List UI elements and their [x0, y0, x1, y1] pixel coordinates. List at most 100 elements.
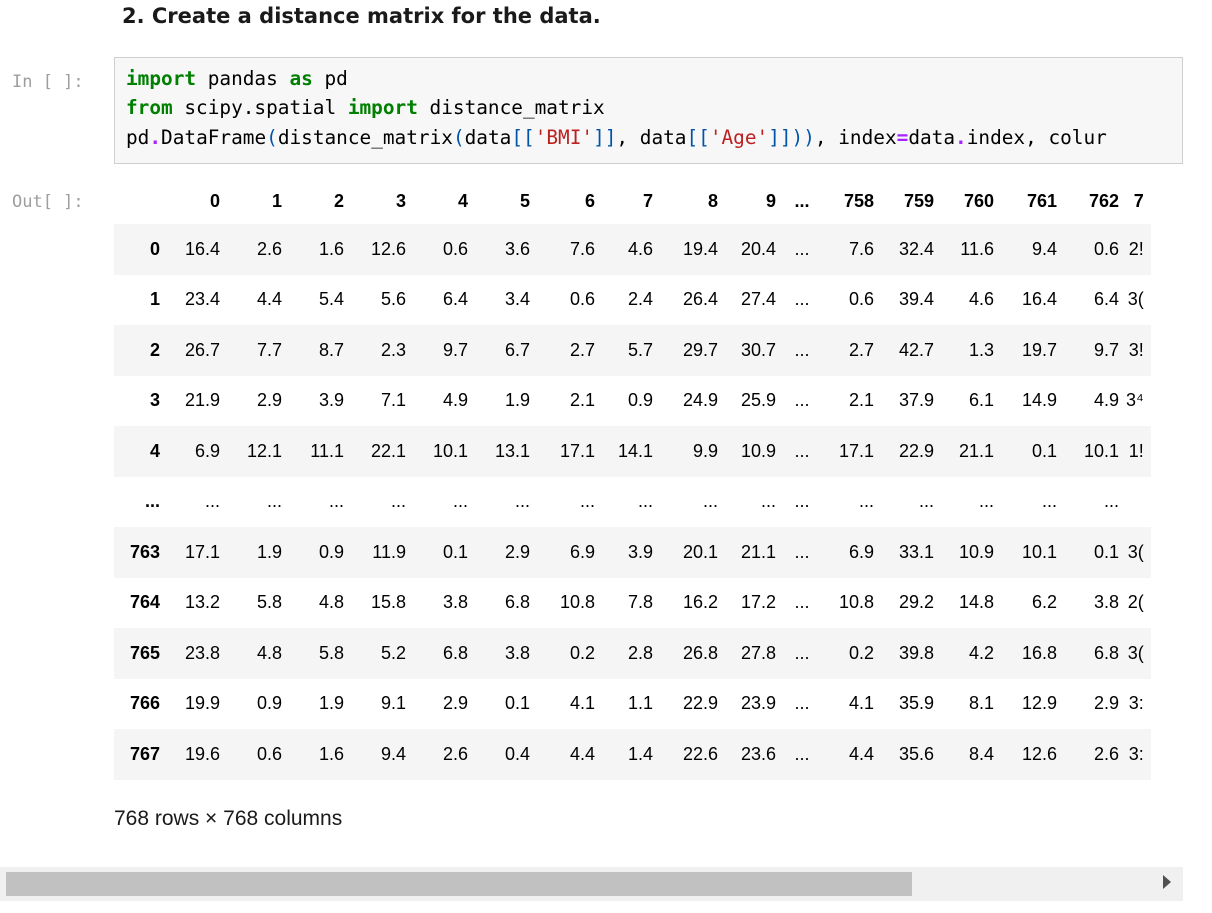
table-cell: 8.4 — [968, 743, 994, 764]
table-cell: ... — [579, 491, 595, 512]
table-cell: ... — [978, 491, 994, 512]
table-cell: 3.9 — [318, 390, 344, 411]
table-cell: 15.8 — [370, 592, 406, 613]
table-cell: 21.9 — [184, 390, 220, 411]
table-cell: 21.1 — [958, 440, 994, 461]
table-cell: 3⁴ — [1126, 390, 1144, 411]
table-cell: ... — [794, 289, 810, 310]
table-cell: 16.4 — [1021, 289, 1057, 310]
table-cell: 3: — [1128, 743, 1144, 764]
table-cell: ... — [204, 491, 220, 512]
row-index: 764 — [129, 592, 160, 613]
table-cell: 2! — [1128, 238, 1144, 259]
table-cell: 12.1 — [246, 440, 282, 461]
table-cell: 9.4 — [1031, 238, 1057, 259]
table-cell: 2.9 — [1093, 693, 1119, 714]
column-header: 759 — [903, 190, 934, 211]
code-token: data — [464, 126, 512, 149]
table-cell: 7.7 — [256, 339, 282, 360]
table-cell: 13.2 — [184, 592, 220, 613]
code-cell[interactable]: import pandas as pd from scipy.spatial im… — [114, 57, 1183, 164]
code-token: DataFrame — [161, 126, 267, 149]
table-cell: 17.2 — [740, 592, 776, 613]
code-token: ( — [452, 126, 465, 149]
horizontal-scrollbar[interactable] — [0, 867, 1183, 901]
row-index: 763 — [129, 541, 160, 562]
table-cell: 12.6 — [370, 238, 406, 259]
table-cell: 27.4 — [740, 289, 776, 310]
table-cell: 1.9 — [318, 693, 344, 714]
section-heading: 2. Create a distance matrix for the data… — [122, 4, 601, 28]
table-cell: ... — [1103, 491, 1119, 512]
table-cell: 10.9 — [958, 541, 994, 562]
table-cell: 26.8 — [682, 642, 718, 663]
table-cell: 10.1 — [1021, 541, 1057, 562]
table-cell: 11.1 — [310, 440, 344, 461]
table-cell: 42.7 — [898, 339, 934, 360]
table-cell: 6.9 — [848, 541, 874, 562]
table-cell: 22.9 — [682, 693, 718, 714]
table-row: 4 6.9 12.1 11.1 22.1 10.1 13.1 17.1 14.1 9.9 10.9.… — [114, 426, 1151, 477]
table-cell: 1.9 — [504, 390, 530, 411]
code-token: scipy.spatial — [172, 96, 348, 119]
table-cell: 39.8 — [898, 642, 934, 663]
table-cell: 4.1 — [848, 693, 874, 714]
table-cell: 4.6 — [627, 238, 653, 259]
column-header: 5 — [519, 190, 530, 211]
code-token: from — [126, 96, 173, 119]
table-cell: 0.6 — [442, 238, 468, 259]
table-cell: 4.9 — [1093, 390, 1119, 411]
table-cell: 6.1 — [968, 390, 994, 411]
input-prompt: In [ ]: — [12, 72, 84, 92]
table-cell: 0.6 — [848, 289, 874, 310]
column-header: 9 — [765, 190, 776, 211]
table-cell: 17.1 — [184, 541, 220, 562]
table-cell: 39.4 — [898, 289, 934, 310]
table-cell: 6.8 — [1093, 642, 1119, 663]
table-cell: 7.8 — [627, 592, 653, 613]
triangle-right-icon[interactable] — [1163, 875, 1171, 889]
table-cell: 1.1 — [627, 693, 653, 714]
table-cell: 1.4 — [627, 743, 653, 764]
table-cell: 17.1 — [559, 440, 595, 461]
table-cell: 1.9 — [256, 541, 282, 562]
code-token: . — [149, 126, 162, 149]
table-row: 1 23.4 4.4 5.4 5.6 6.4 3.4 0.6 2.4 26.4 27.4... 0.6… — [114, 275, 1151, 326]
table-cell: 4.9 — [442, 390, 468, 411]
table-cell: 25.9 — [740, 390, 776, 411]
code-line: import pandas as pd — [126, 67, 348, 90]
table-cell: 4.6 — [968, 289, 994, 310]
table-cell: 22.1 — [370, 440, 406, 461]
scrollbar-thumb[interactable] — [6, 872, 912, 896]
table-cell: ... — [1041, 491, 1057, 512]
row-index: 766 — [129, 693, 160, 714]
table-cell: 29.2 — [898, 592, 934, 613]
table-cell: ... — [266, 491, 282, 512]
table-cell: 0.9 — [256, 693, 282, 714]
table-cell: 14.8 — [958, 592, 994, 613]
table-cell: 22.9 — [898, 440, 934, 461]
code-token: ]])) — [768, 126, 815, 149]
table-cell: 4.2 — [968, 642, 994, 663]
table-cell: 0.9 — [318, 541, 344, 562]
table-cell: 5.6 — [380, 289, 406, 310]
table-cell: 1! — [1128, 440, 1144, 461]
table-cell: 16.8 — [1021, 642, 1057, 663]
table-cell: 5.8 — [318, 642, 344, 663]
code-token: import — [126, 67, 197, 90]
table-cell: 0.1 — [442, 541, 468, 562]
table-cell: 0.6 — [256, 743, 282, 764]
code-token: as — [289, 67, 313, 90]
table-row: 0 16.4 2.6 1.6 12.6 0.6 3.6 7.6 4.6 19.4 20.4... 7.… — [114, 224, 1151, 275]
index-header — [114, 178, 167, 224]
table-cell: 14.1 — [617, 440, 653, 461]
table-cell: 2.7 — [848, 339, 874, 360]
table-cell: 0.1 — [1031, 440, 1057, 461]
code-token: [[ — [511, 126, 535, 149]
code-token: , data — [616, 126, 687, 149]
row-index: 3 — [149, 390, 160, 411]
table-cell: 6.2 — [1031, 592, 1057, 613]
table-cell: 23.8 — [184, 642, 220, 663]
table-cell: 2.4 — [627, 289, 653, 310]
code-token: = — [896, 126, 909, 149]
